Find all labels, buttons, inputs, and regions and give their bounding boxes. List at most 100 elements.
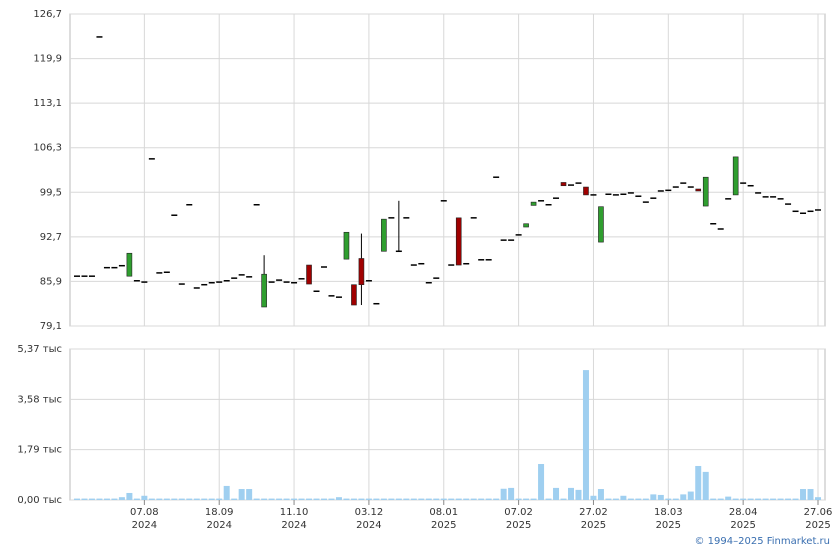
x-tick-label: 2024 <box>206 520 231 531</box>
volume-bar <box>807 489 814 500</box>
y-tick-label: 0,00 тыс <box>17 495 62 506</box>
volume-bar <box>231 498 238 500</box>
volume-bar <box>792 498 799 500</box>
volume-bar <box>785 498 792 500</box>
volume-bar <box>815 497 821 500</box>
volume-bar <box>568 487 574 500</box>
volume-bar <box>590 495 597 500</box>
volume-bar <box>777 498 784 500</box>
volume-bar <box>538 464 545 500</box>
volume-bar <box>380 498 387 500</box>
x-tick-label: 27.06 <box>804 507 833 518</box>
volume-bar <box>575 489 582 500</box>
y-tick-label: 113,1 <box>33 98 62 109</box>
y-tick-label: 85,9 <box>40 276 62 287</box>
volume-bar <box>800 489 807 500</box>
volume-bar <box>358 498 365 500</box>
candle-body <box>358 258 365 286</box>
volume-bar <box>335 497 342 500</box>
volume-bar <box>223 485 230 500</box>
volume-bar <box>298 498 305 500</box>
x-tick-label: 18.03 <box>654 507 683 518</box>
volume-bar <box>755 498 762 500</box>
volume-bar <box>710 498 717 500</box>
volume-bar <box>81 498 88 500</box>
volume-bar <box>388 498 395 500</box>
volume-bar <box>455 498 462 500</box>
volume-bar <box>612 498 619 500</box>
candle-body <box>583 186 589 196</box>
price-panel <box>69 13 826 327</box>
candle-body <box>523 223 529 228</box>
volume-bar <box>770 498 777 500</box>
x-tick-label: 2025 <box>431 520 456 531</box>
x-tick-label: 07.08 <box>130 507 159 518</box>
volume-bar <box>238 489 245 500</box>
volume-bar <box>620 495 627 500</box>
volume-bar <box>306 498 313 500</box>
volume-bar <box>485 498 492 500</box>
volume-bar <box>283 498 290 500</box>
x-tick-label: 2024 <box>132 520 157 531</box>
volume-bar <box>126 492 133 500</box>
volume-bar <box>410 498 417 500</box>
volume-bar <box>657 494 664 500</box>
volume-bar <box>418 498 425 500</box>
volume-bar <box>156 498 163 500</box>
volume-bar <box>148 498 155 500</box>
volume-bar <box>530 498 537 500</box>
volume-bar <box>500 488 507 500</box>
volume-bar <box>321 498 327 500</box>
volume-bar <box>635 498 642 500</box>
candle-body <box>455 217 462 266</box>
volume-bar <box>171 498 178 500</box>
volume-bar <box>605 498 612 500</box>
volume-bar <box>208 498 215 500</box>
volume-bar <box>268 498 275 500</box>
volume-bar <box>470 498 477 500</box>
volume-bar <box>276 498 283 500</box>
candle-body <box>598 206 604 243</box>
volume-bar <box>403 498 410 500</box>
volume-bar <box>747 498 754 500</box>
volume-bar <box>425 498 432 500</box>
volume-bar <box>178 498 185 500</box>
volume-bar <box>582 370 589 500</box>
x-tick-label: 2024 <box>281 520 306 531</box>
volume-bar <box>216 498 223 500</box>
candle-body <box>732 156 739 196</box>
footer[interactable]: © 1994–2025 Finmarket.ru <box>694 536 830 547</box>
candle-body <box>343 231 350 260</box>
volume-bar <box>493 498 500 500</box>
volume-bar <box>597 489 604 500</box>
volume-bar <box>702 471 709 500</box>
candle-body <box>261 273 267 308</box>
y-tick-label: 92,7 <box>40 232 62 243</box>
y-tick-label: 119,9 <box>33 54 62 65</box>
volume-bar <box>508 487 515 500</box>
volume-panel <box>69 348 826 501</box>
volume-bar <box>732 498 739 500</box>
candle-body <box>530 201 537 206</box>
volume-bar <box>680 494 687 500</box>
volume-bar <box>448 498 455 500</box>
volume-bar <box>523 498 530 500</box>
volume-bar <box>201 498 208 500</box>
y-tick-label: 126,7 <box>33 9 62 20</box>
candle-body <box>126 252 133 277</box>
x-tick-label: 2025 <box>581 520 606 531</box>
volume-bar <box>246 489 253 500</box>
volume-bar <box>253 498 260 500</box>
y-tick-label: 1,79 тыс <box>17 445 62 456</box>
x-tick-label: 2025 <box>656 520 681 531</box>
candle-body <box>351 284 357 306</box>
volume-bar <box>103 498 110 500</box>
volume-bar <box>545 498 552 500</box>
volume-bar <box>762 498 769 500</box>
volume-bar <box>717 498 724 500</box>
volume-bar <box>350 498 357 500</box>
candle-body <box>702 176 709 207</box>
volume-bar <box>665 498 672 500</box>
volume-bar <box>291 498 298 500</box>
